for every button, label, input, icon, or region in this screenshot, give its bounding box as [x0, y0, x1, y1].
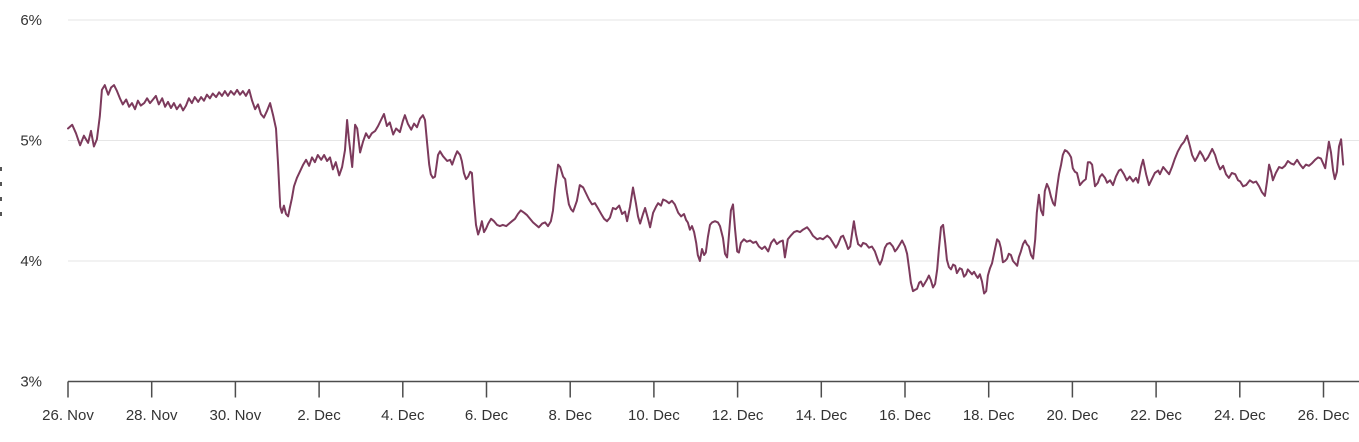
x-tick-label: 4. Dec [381, 407, 425, 424]
y-axis-title-fragment [0, 182, 2, 186]
x-tick-label: 10. Dec [628, 407, 680, 424]
y-axis-title-fragment [0, 212, 2, 216]
x-tick-label: 20. Dec [1047, 407, 1099, 424]
x-tick-label: 26. Nov [42, 407, 94, 424]
y-axis-labels: 6% 5% 4% 3% [20, 12, 42, 391]
y-axis-title-clipped [0, 167, 2, 216]
x-tick-label: 14. Dec [795, 407, 847, 424]
y-axis-title-fragment [0, 197, 2, 201]
x-tick-label: 8. Dec [549, 407, 593, 424]
x-tick-label: 30. Nov [210, 407, 262, 424]
x-tick-label: 28. Nov [126, 407, 178, 424]
x-tick-label: 26. Dec [1298, 407, 1350, 424]
x-axis-labels: 26. Nov 28. Nov 30. Nov 2. Dec 4. Dec 6. Dec 8… [42, 407, 1350, 424]
y-tick-label: 6% [20, 12, 42, 29]
y-tick-label: 4% [20, 253, 42, 270]
x-tick-label: 24. Dec [1214, 407, 1266, 424]
series-group [67, 84, 1345, 295]
x-tick-label: 12. Dec [712, 407, 764, 424]
x-tick-label: 18. Dec [963, 407, 1015, 424]
series-line[interactable] [67, 84, 1345, 295]
y-tick-label: 5% [20, 133, 42, 150]
y-tick-label: 3% [20, 374, 42, 391]
x-tick-label: 16. Dec [879, 407, 931, 424]
x-tick-label: 2. Dec [297, 407, 341, 424]
x-axis [67, 380, 1359, 398]
x-tick-label: 6. Dec [465, 407, 509, 424]
y-axis-title-fragment [0, 167, 2, 171]
gridlines [68, 19, 1359, 262]
x-tick-label: 22. Dec [1130, 407, 1182, 424]
